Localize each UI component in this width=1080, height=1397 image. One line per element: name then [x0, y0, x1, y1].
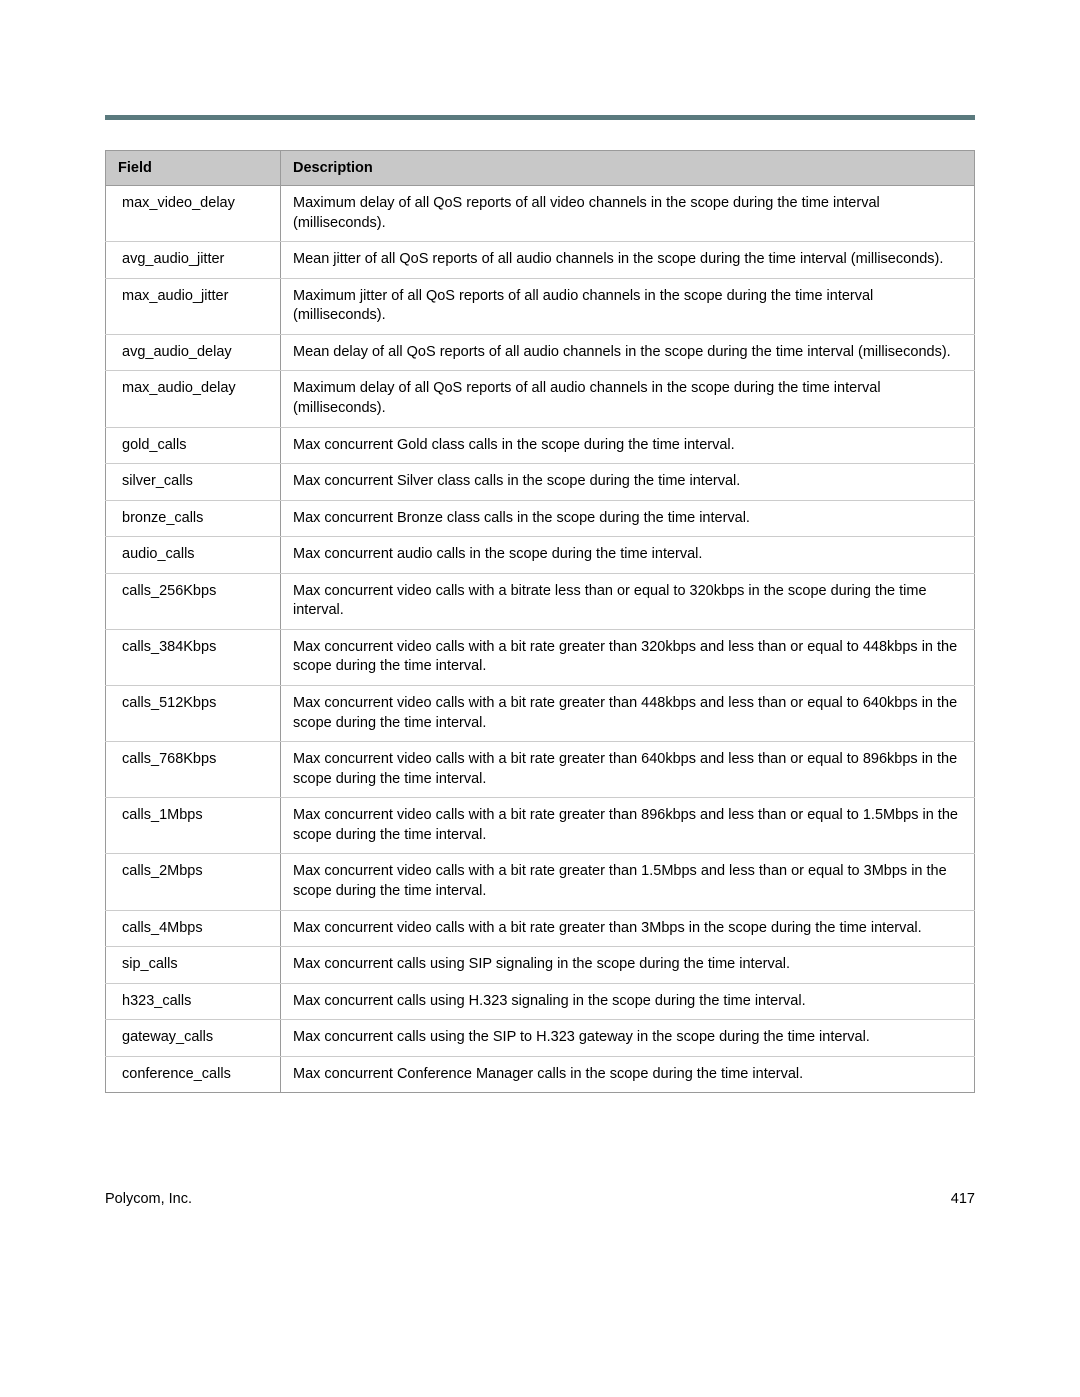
field-description: Max concurrent video calls with a bit ra… [281, 798, 975, 854]
field-description: Max concurrent video calls with a bit ra… [281, 686, 975, 742]
table-row: calls_1MbpsMax concurrent video calls wi… [106, 798, 975, 854]
table-row: conference_callsMax concurrent Conferenc… [106, 1056, 975, 1093]
field-description: Max concurrent video calls with a bit ra… [281, 629, 975, 685]
field-name: calls_384Kbps [106, 629, 281, 685]
field-name: calls_512Kbps [106, 686, 281, 742]
field-name: conference_calls [106, 1056, 281, 1093]
field-name: max_audio_delay [106, 371, 281, 427]
field-description: Maximum delay of all QoS reports of all … [281, 186, 975, 242]
table-row: calls_768KbpsMax concurrent video calls … [106, 742, 975, 798]
field-name: gateway_calls [106, 1020, 281, 1057]
field-description: Max concurrent Gold class calls in the s… [281, 427, 975, 464]
col-header-field: Field [106, 151, 281, 186]
field-description: Max concurrent Silver class calls in the… [281, 464, 975, 501]
field-description: Maximum jitter of all QoS reports of all… [281, 278, 975, 334]
field-name: calls_4Mbps [106, 910, 281, 947]
field-name: calls_256Kbps [106, 573, 281, 629]
field-name: silver_calls [106, 464, 281, 501]
page-footer: Polycom, Inc. 417 [105, 1191, 975, 1207]
field-description: Maximum delay of all QoS reports of all … [281, 371, 975, 427]
table-row: sip_callsMax concurrent calls using SIP … [106, 947, 975, 984]
table-row: h323_callsMax concurrent calls using H.3… [106, 983, 975, 1020]
table-row: silver_callsMax concurrent Silver class … [106, 464, 975, 501]
field-description: Max concurrent audio calls in the scope … [281, 537, 975, 574]
table-row: max_audio_delayMaximum delay of all QoS … [106, 371, 975, 427]
field-description: Max concurrent Bronze class calls in the… [281, 500, 975, 537]
field-name: max_video_delay [106, 186, 281, 242]
field-name: calls_2Mbps [106, 854, 281, 910]
field-name: avg_audio_delay [106, 334, 281, 371]
field-name: max_audio_jitter [106, 278, 281, 334]
table-row: gateway_callsMax concurrent calls using … [106, 1020, 975, 1057]
field-name: audio_calls [106, 537, 281, 574]
field-name: gold_calls [106, 427, 281, 464]
table-row: bronze_callsMax concurrent Bronze class … [106, 500, 975, 537]
top-rule [105, 115, 975, 120]
page: Field Description max_video_delayMaximum… [0, 0, 1080, 1397]
field-description: Max concurrent video calls with a bit ra… [281, 854, 975, 910]
field-name: h323_calls [106, 983, 281, 1020]
table-row: calls_4MbpsMax concurrent video calls wi… [106, 910, 975, 947]
table-row: audio_callsMax concurrent audio calls in… [106, 537, 975, 574]
field-description: Mean jitter of all QoS reports of all au… [281, 242, 975, 279]
table-row: calls_2MbpsMax concurrent video calls wi… [106, 854, 975, 910]
field-description: Max concurrent Conference Manager calls … [281, 1056, 975, 1093]
table-row: avg_audio_delayMean delay of all QoS rep… [106, 334, 975, 371]
field-name: calls_1Mbps [106, 798, 281, 854]
footer-page-number: 417 [951, 1191, 975, 1207]
fields-table: Field Description max_video_delayMaximum… [105, 150, 975, 1093]
field-name: bronze_calls [106, 500, 281, 537]
field-description: Max concurrent video calls with a bit ra… [281, 910, 975, 947]
field-name: avg_audio_jitter [106, 242, 281, 279]
col-header-description: Description [281, 151, 975, 186]
field-description: Mean delay of all QoS reports of all aud… [281, 334, 975, 371]
field-name: sip_calls [106, 947, 281, 984]
footer-company: Polycom, Inc. [105, 1191, 192, 1207]
table-row: calls_384KbpsMax concurrent video calls … [106, 629, 975, 685]
field-description: Max concurrent calls using SIP signaling… [281, 947, 975, 984]
table-header-row: Field Description [106, 151, 975, 186]
field-description: Max concurrent calls using H.323 signali… [281, 983, 975, 1020]
table-row: max_video_delayMaximum delay of all QoS … [106, 186, 975, 242]
table-row: calls_512KbpsMax concurrent video calls … [106, 686, 975, 742]
table-row: gold_callsMax concurrent Gold class call… [106, 427, 975, 464]
table-row: calls_256KbpsMax concurrent video calls … [106, 573, 975, 629]
table-row: max_audio_jitterMaximum jitter of all Qo… [106, 278, 975, 334]
field-description: Max concurrent video calls with a bit ra… [281, 742, 975, 798]
table-row: avg_audio_jitterMean jitter of all QoS r… [106, 242, 975, 279]
field-description: Max concurrent video calls with a bitrat… [281, 573, 975, 629]
field-name: calls_768Kbps [106, 742, 281, 798]
field-description: Max concurrent calls using the SIP to H.… [281, 1020, 975, 1057]
